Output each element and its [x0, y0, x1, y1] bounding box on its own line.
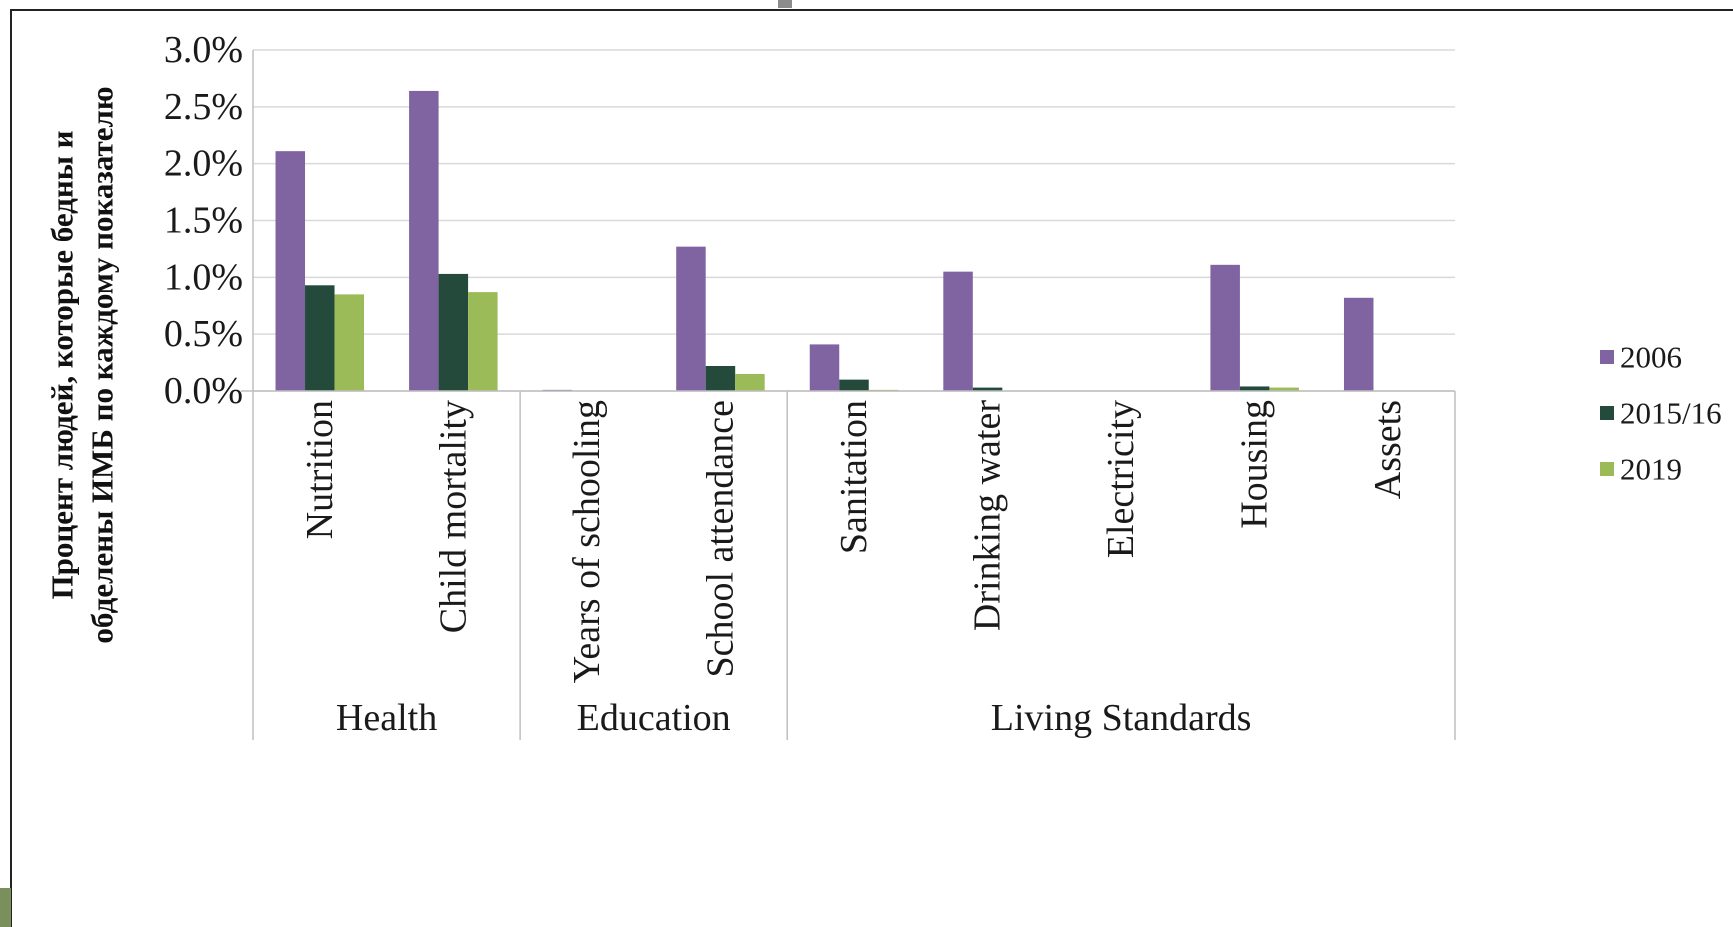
- category-label: Electricity: [1100, 400, 1142, 558]
- y-axis-label: Процент людей, которые бедны и обделены …: [45, 86, 120, 643]
- bar-2015-16-3: [705, 365, 736, 391]
- group-label: Health: [336, 697, 437, 739]
- axes: [241, 50, 1456, 740]
- bar-2015-16-7: [1239, 386, 1270, 391]
- left-decoration: [0, 888, 11, 927]
- bar-2019-0: [334, 294, 365, 391]
- bar-2015-16-4: [839, 379, 869, 391]
- bar-2006-5: [943, 271, 973, 391]
- category-label: Drinking water: [967, 400, 1009, 631]
- bar-2006-3: [676, 246, 706, 391]
- y-tick-labels: 0.0% 0.5% 1.0% 1.5% 2.0% 2.5% 3.0%: [164, 29, 243, 412]
- category-label: Child mortality: [432, 400, 474, 633]
- category-labels: Nutrition Child mortality Years of schooli…: [299, 400, 1409, 684]
- bar-2015-16-0: [305, 285, 335, 391]
- category-label: Housing: [1234, 400, 1276, 529]
- category-label: Years of schooling: [566, 400, 608, 683]
- category-label: Assets: [1367, 400, 1409, 499]
- y-tick-label: 0.5%: [164, 313, 243, 355]
- bar-2019-1: [468, 292, 498, 391]
- legend: 2006 2015/16 2019: [1600, 340, 1722, 487]
- category-label: Nutrition: [299, 400, 341, 539]
- top-edge-mark: [778, 0, 792, 8]
- legend-swatch: [1600, 350, 1614, 364]
- bar-2006-1: [409, 90, 439, 392]
- bar-2006-0: [275, 151, 306, 391]
- bar-2015-16-1: [438, 273, 469, 391]
- y-tick-label: 3.0%: [164, 29, 243, 71]
- legend-label: 2006: [1620, 340, 1682, 375]
- legend-label: 2019: [1620, 452, 1682, 487]
- bar-2015-16-5: [972, 387, 1003, 391]
- y-axis-label-line-2: обделены ИМБ по каждому показателю: [85, 86, 120, 643]
- legend-label: 2015/16: [1620, 396, 1722, 431]
- bar-2006-4: [809, 344, 840, 391]
- y-tick-label: 0.0%: [164, 370, 243, 412]
- bars: [275, 90, 1374, 392]
- y-axis-label-line-1: Процент людей, которые бедны и: [45, 130, 80, 599]
- slide-frame: [10, 9, 1733, 927]
- bar-2019-3: [735, 373, 765, 391]
- category-label: School attendance: [699, 400, 741, 678]
- legend-swatch: [1600, 462, 1614, 476]
- y-tick-label: 1.5%: [164, 200, 243, 242]
- category-label: Sanitation: [833, 400, 875, 554]
- y-tick-label: 1.0%: [164, 256, 243, 298]
- group-label: Living Standards: [991, 697, 1252, 739]
- legend-swatch: [1600, 406, 1614, 420]
- bar-2006-8: [1343, 297, 1374, 391]
- y-tick-label: 2.5%: [164, 86, 243, 128]
- group-labels: Health Education Living Standards: [336, 697, 1252, 739]
- bar-2019-7: [1269, 387, 1299, 391]
- group-label: Education: [577, 697, 731, 739]
- y-tick-label: 2.0%: [164, 143, 243, 185]
- bar-2006-7: [1210, 264, 1240, 391]
